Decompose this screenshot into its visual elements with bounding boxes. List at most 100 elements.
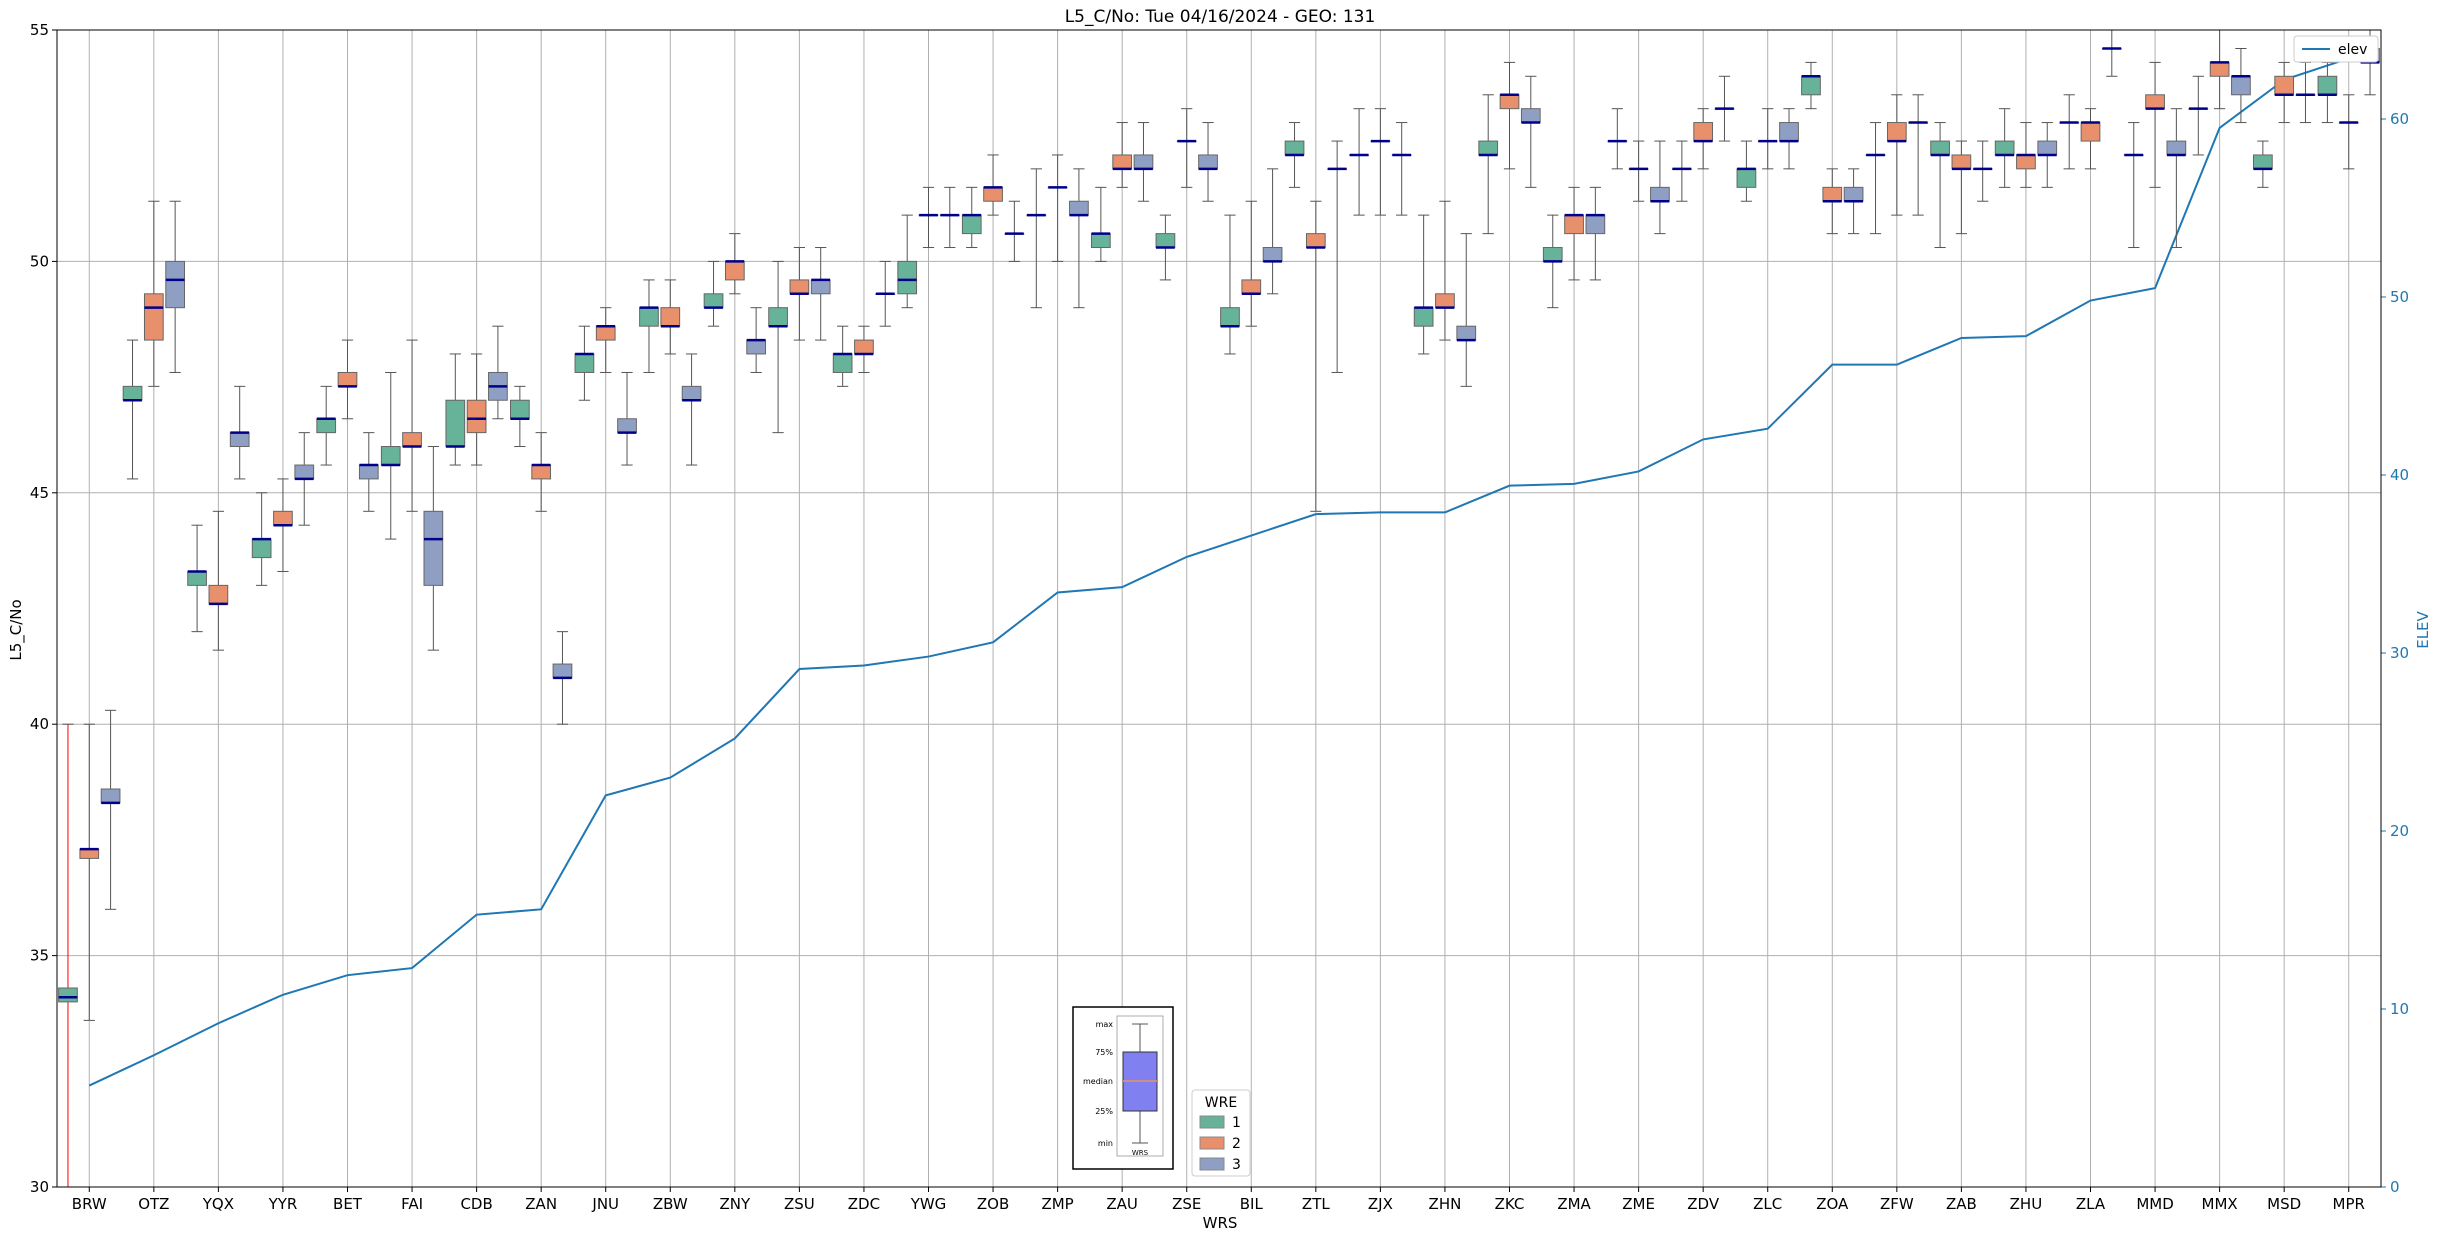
box-ZOA-wre3	[1843, 168, 1864, 235]
iqr-box	[1886, 122, 1907, 142]
y-tick-label: 35	[30, 947, 49, 965]
iqr-box	[1994, 140, 2015, 156]
x-tick-label: ZFW	[1880, 1195, 1914, 1213]
box-BIL-wre3	[1262, 168, 1283, 295]
box-ZMP-wre1	[1026, 168, 1047, 309]
box-MMD-wre3	[2166, 108, 2187, 249]
box-ZAB-wre3	[1972, 140, 1993, 202]
box-ZDV-wre2	[1693, 108, 1714, 170]
box-JNU-wre2	[595, 307, 616, 373]
box-YQX-wre2	[208, 510, 229, 651]
x-tick-label: ZME	[1622, 1195, 1655, 1213]
iqr-box	[552, 663, 573, 679]
iqr-box	[1133, 154, 1154, 170]
elev-line	[88, 57, 2350, 1087]
box-ZAN-wre3	[552, 631, 573, 725]
y2-tick-label: 0	[2390, 1178, 2400, 1196]
box-ZFW-wre1	[1865, 122, 1886, 235]
box-MSD-wre1	[2253, 140, 2273, 188]
iqr-box	[1564, 214, 1584, 235]
x-tick-label: ZMP	[1041, 1195, 1073, 1213]
box-ZSU-wre2	[789, 247, 810, 341]
iqr-box	[746, 339, 766, 355]
box-BET-wre1	[316, 385, 337, 466]
iqr-box	[703, 293, 724, 309]
x-tick-label: ZTL	[1302, 1195, 1330, 1213]
y2-tick-label: 10	[2390, 1000, 2409, 1018]
box-ZFW-wre3	[1908, 94, 1928, 216]
iqr-box	[810, 279, 831, 295]
x-tick-label: YYR	[268, 1195, 298, 1213]
y-tick-label: 50	[30, 252, 49, 270]
box-ZLA-wre3	[2101, 29, 2122, 77]
inset-label: median	[1083, 1077, 1113, 1086]
x-tick-label: ZAU	[1106, 1195, 1138, 1213]
box-ZKC-wre1	[1478, 94, 1499, 235]
box-MSD-wre2	[2274, 61, 2295, 124]
box-YYR-wre1	[251, 492, 272, 586]
box-ZFW-wre2	[1886, 94, 1907, 216]
box-FAI-wre3	[423, 446, 444, 651]
iqr-box	[122, 385, 143, 401]
x-tick-label: ZHN	[1429, 1195, 1462, 1213]
box-CDB-wre2	[466, 353, 487, 466]
x-tick-label: ZOB	[977, 1195, 1009, 1213]
box-ZAN-wre2	[531, 432, 552, 512]
x-tick-label: ZOA	[1816, 1195, 1849, 1213]
box-ZJX-wre2	[1370, 108, 1391, 216]
box-ZTL-wre1	[1284, 122, 1305, 188]
boxes	[58, 29, 2380, 1188]
x-tick-label: ZSE	[1172, 1195, 1201, 1213]
box-ZSE-wre2	[1176, 108, 1197, 188]
box-YYR-wre3	[294, 432, 315, 526]
iqr-box	[1585, 214, 1606, 235]
iqr-box	[724, 260, 745, 281]
box-YQX-wre3	[229, 385, 250, 480]
box-YWG-wre3	[939, 186, 960, 249]
box-YWG-wre1	[897, 214, 918, 309]
box-ZAU-wre1	[1091, 186, 1111, 262]
x-tick-label: OTZ	[138, 1195, 169, 1213]
wre-legend-label: 2	[1232, 1136, 1241, 1152]
y2-axis-label: ELEV	[2414, 610, 2432, 648]
wre-legend-box	[1191, 1089, 1251, 1177]
box-ZDV-wre3	[1714, 75, 1735, 142]
x-tick-label: ZLA	[2076, 1195, 2106, 1213]
iqr-box	[1779, 122, 1799, 142]
box-ZNY-wre2	[724, 233, 745, 295]
box-ZOB-wre2	[983, 154, 1003, 216]
x-tick-label: MMX	[2202, 1195, 2238, 1213]
box-ZJX-wre3	[1391, 122, 1412, 216]
iqr-box	[510, 399, 530, 420]
x-tick-label: ZHU	[2010, 1195, 2043, 1213]
y-tick-label: 55	[30, 21, 49, 39]
x-tick-label: ZLC	[1753, 1195, 1782, 1213]
iqr-box	[983, 186, 1003, 202]
box-JNU-wre3	[617, 371, 637, 466]
box-ZHU-wre1	[1994, 108, 2015, 188]
iqr-box	[2253, 154, 2273, 170]
iqr-box	[639, 307, 659, 327]
box-ZBW-wre2	[660, 279, 681, 355]
box-BET-wre3	[358, 432, 379, 512]
x-tick-label: YQX	[202, 1195, 234, 1213]
box-ZHN-wre3	[1456, 233, 1477, 387]
box-ZLC-wre1	[1736, 140, 1757, 202]
inset-label: max	[1096, 1020, 1114, 1029]
iqr-box	[1478, 140, 1499, 156]
box-ZSE-wre3	[1198, 122, 1218, 202]
iqr-box	[961, 214, 982, 235]
box-ZAU-wre3	[1133, 122, 1154, 202]
iqr-box	[595, 325, 616, 341]
x-tick-label: MPR	[2333, 1195, 2365, 1213]
box-ZME-wre1	[1607, 108, 1628, 170]
box-ZSE-wre1	[1155, 214, 1176, 281]
y2-tick-label: 50	[2390, 288, 2409, 306]
iqr-box	[1456, 325, 1477, 341]
iqr-box	[402, 432, 422, 448]
iqr-box	[423, 510, 444, 586]
box-ZMP-wre2	[1047, 154, 1068, 262]
box-ZDC-wre2	[854, 325, 874, 373]
elev-series	[88, 57, 2350, 1087]
